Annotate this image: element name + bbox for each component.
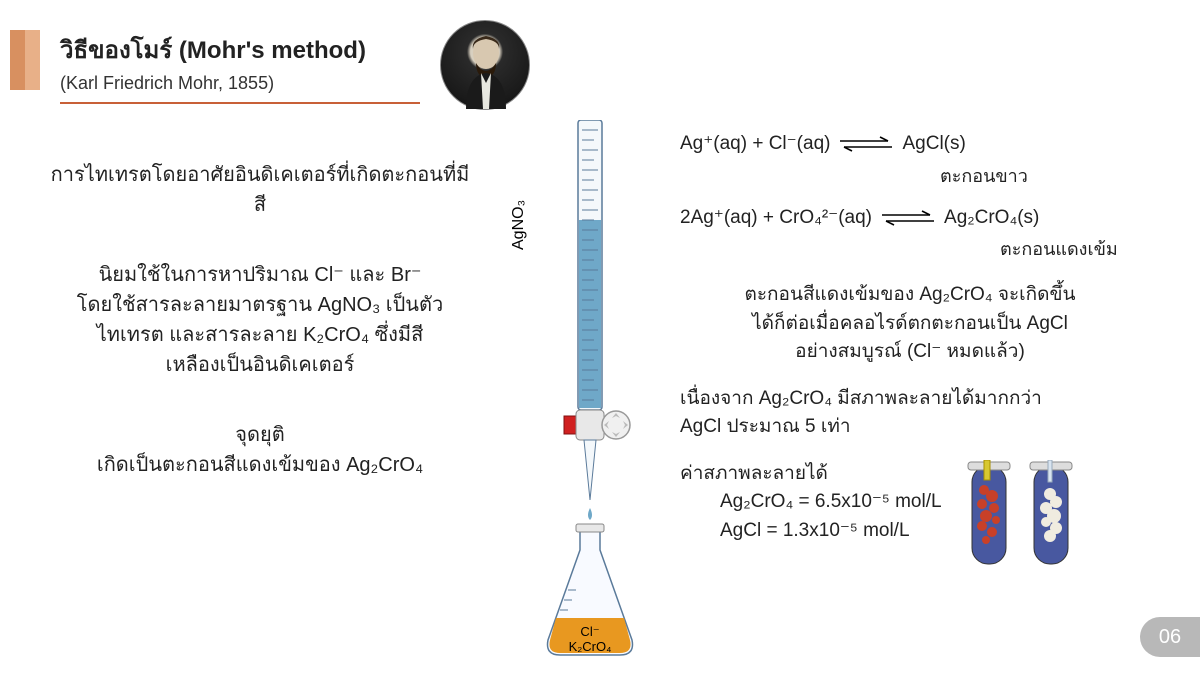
eq2-note: ตะกอนแดงเข้ม xyxy=(680,236,1180,263)
equation-1: Ag⁺(aq) + Cl⁻(aq) AgCl(s) xyxy=(680,130,1180,159)
solubility-1: Ag₂CrO₄ = 6.5x10⁻⁵ mol/L xyxy=(680,488,942,517)
accent-bar xyxy=(10,30,40,90)
solubility-title: ค่าสภาพละลายได้ xyxy=(680,460,942,489)
left-para-1: การไทเทรตโดยอาศัยอินดิเคเตอร์ที่เกิดตะกอ… xyxy=(50,160,470,220)
right-para-2: เนื่องจาก Ag₂CrO₄ มีสภาพละลายได้มากกว่า … xyxy=(680,385,1180,442)
page-title: วิธีของโมร์ (Mohr's method) xyxy=(60,30,440,69)
left-para-2: นิยมใช้ในการหาปริมาณ Cl⁻ และ Br⁻ โดยใช้ส… xyxy=(50,260,470,380)
flask-label: Cl⁻ K₂CrO₄ xyxy=(569,625,612,654)
burette-label: AgNO₃ xyxy=(510,200,528,250)
page-subtitle: (Karl Friedrich Mohr, 1855) xyxy=(60,73,440,94)
left-para-3: จุดยุติ เกิดเป็นตะกอนสีแดงเข้มของ Ag₂CrO… xyxy=(50,420,470,480)
equilibrium-arrow-icon xyxy=(836,136,896,152)
eq1-note: ตะกอนขาว xyxy=(680,163,1180,190)
right-para-1: ตะกอนสีแดงเข้มของ Ag₂CrO₄ จะเกิดขึ้น ได้… xyxy=(680,281,1180,367)
equilibrium-arrow-icon xyxy=(878,210,938,226)
right-column: Ag⁺(aq) + Cl⁻(aq) AgCl(s) ตะกอนขาว 2Ag⁺(… xyxy=(680,130,1180,570)
title-underline xyxy=(60,102,420,104)
mohr-portrait xyxy=(440,20,530,110)
page-number: 06 xyxy=(1140,617,1200,657)
solubility-2: AgCl = 1.3x10⁻⁵ mol/L xyxy=(680,517,942,546)
header: วิธีของโมร์ (Mohr's method) (Karl Friedr… xyxy=(60,30,440,104)
test-tube-white-icon xyxy=(1024,460,1078,570)
titration-diagram: AgNO₃ xyxy=(520,120,660,660)
test-tubes xyxy=(962,460,1078,570)
solubility-block: ค่าสภาพละลายได้ Ag₂CrO₄ = 6.5x10⁻⁵ mol/L… xyxy=(680,460,1180,570)
test-tube-red-icon xyxy=(962,460,1016,570)
left-column: การไทเทรตโดยอาศัยอินดิเคเตอร์ที่เกิดตะกอ… xyxy=(50,160,470,520)
equation-2: 2Ag⁺(aq) + CrO₄²⁻(aq) Ag₂CrO₄(s) xyxy=(680,204,1180,233)
